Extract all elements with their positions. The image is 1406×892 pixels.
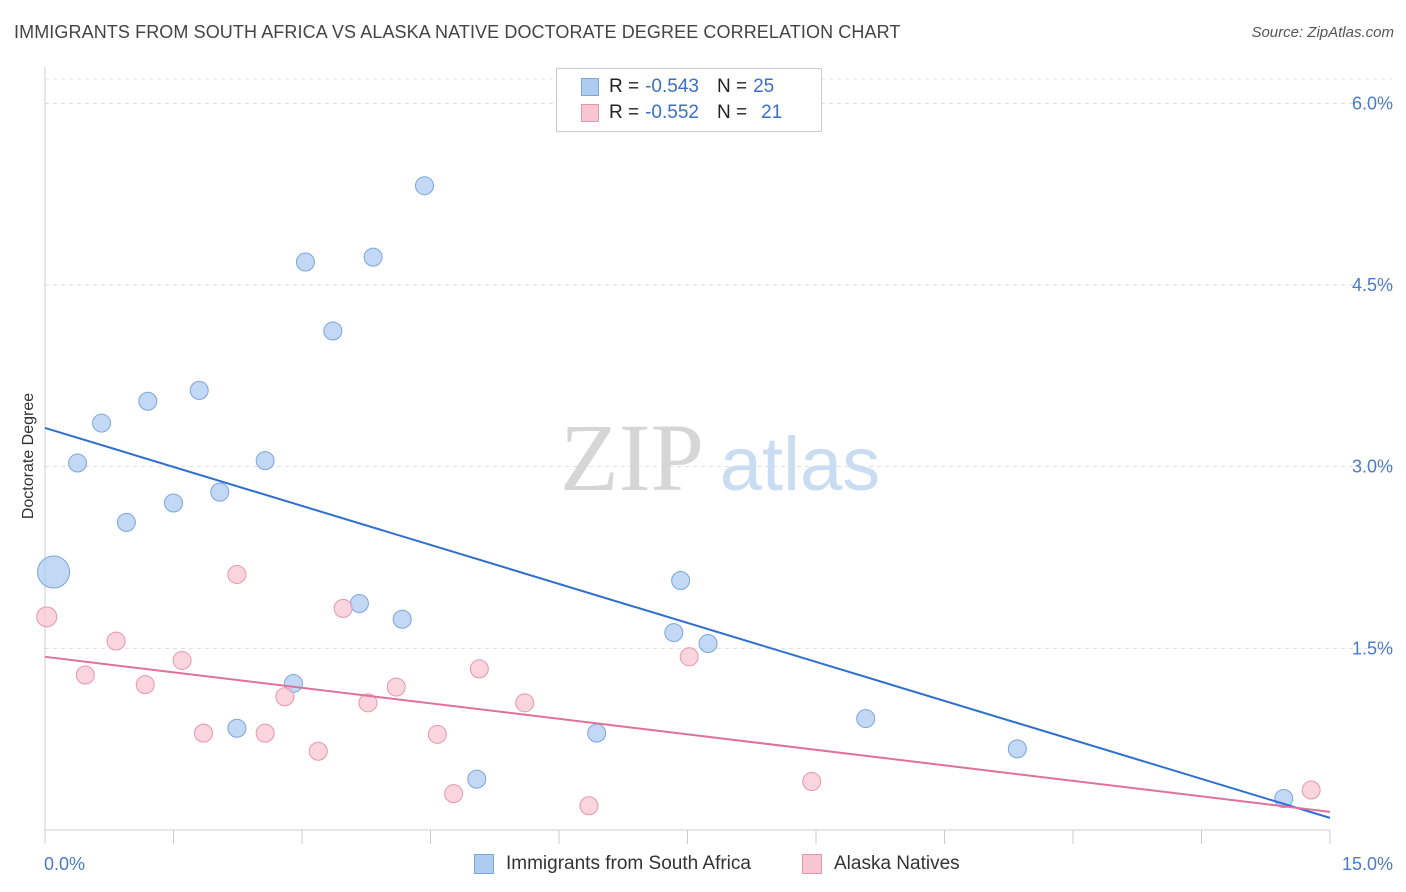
point-alaska-natives bbox=[515, 693, 535, 713]
point-south-africa bbox=[698, 633, 718, 653]
x-tick-label: 0.0% bbox=[44, 854, 85, 874]
legend-r-value: -0.552 bbox=[645, 102, 699, 123]
point-south-africa bbox=[92, 413, 112, 433]
series-swatch-south-africa bbox=[474, 854, 494, 874]
point-south-africa bbox=[295, 252, 315, 272]
y-tick-label: 1.5% bbox=[1352, 638, 1393, 658]
point-south-africa bbox=[363, 247, 383, 267]
point-south-africa bbox=[323, 321, 343, 341]
point-alaska-natives bbox=[275, 687, 295, 707]
series-label-alaska-natives: Alaska Natives bbox=[834, 853, 960, 874]
legend-r-label: R = bbox=[609, 76, 640, 97]
point-alaska-natives bbox=[333, 598, 353, 618]
point-south-africa bbox=[671, 571, 691, 591]
point-alaska-natives bbox=[135, 675, 155, 695]
point-south-africa bbox=[1007, 739, 1027, 759]
legend-n-value: 25 bbox=[753, 76, 775, 97]
y-tick-label: 6.0% bbox=[1352, 93, 1393, 113]
point-south-africa bbox=[189, 380, 209, 400]
point-alaska-natives bbox=[255, 723, 275, 743]
point-south-africa bbox=[392, 609, 412, 629]
point-alaska-natives bbox=[106, 631, 126, 651]
point-alaska-natives bbox=[444, 784, 464, 804]
point-alaska-natives bbox=[386, 677, 406, 697]
source-credit: Source: ZipAtlas.com bbox=[1251, 24, 1394, 41]
point-alaska-natives bbox=[427, 724, 447, 744]
y-tick-label: 3.0% bbox=[1352, 457, 1393, 477]
legend-n-value: 21 bbox=[761, 102, 783, 123]
point-south-africa bbox=[349, 594, 369, 614]
point-alaska-natives bbox=[172, 650, 192, 670]
point-south-africa bbox=[164, 493, 183, 513]
point-alaska-natives bbox=[469, 659, 489, 679]
stats-legend: R = -0.543 N = 25 R = -0.552 N = 21 bbox=[556, 68, 822, 132]
watermark-atlas: atlas bbox=[720, 422, 881, 507]
series-label-south-africa: Immigrants from South Africa bbox=[506, 853, 751, 874]
legend-r-value: -0.543 bbox=[645, 76, 699, 97]
trendline-south-africa bbox=[44, 426, 1331, 819]
point-south-africa bbox=[138, 391, 158, 411]
legend-n-label: N = bbox=[716, 102, 748, 123]
point-south-africa bbox=[587, 723, 607, 743]
legend-row-alaska-natives: R = -0.552 N = 21 bbox=[581, 101, 782, 125]
legend-r-label: R = bbox=[609, 102, 640, 123]
point-south-africa bbox=[227, 718, 247, 738]
point-alaska-natives bbox=[227, 564, 247, 584]
series-legend-alaska-natives: Alaska Natives bbox=[802, 852, 960, 876]
point-alaska-natives bbox=[308, 741, 328, 761]
point-alaska-natives bbox=[579, 796, 599, 816]
y-axis-label: Doctorate Degree bbox=[20, 393, 37, 519]
point-south-africa bbox=[116, 512, 136, 532]
point-south-africa bbox=[210, 482, 230, 502]
point-south-africa bbox=[37, 555, 71, 589]
point-south-africa bbox=[467, 769, 487, 789]
point-alaska-natives bbox=[193, 723, 213, 743]
legend-swatch-south-africa bbox=[581, 78, 599, 96]
watermark-zip: ZIP bbox=[560, 404, 704, 511]
point-alaska-natives bbox=[1301, 780, 1321, 800]
chart-title: IMMIGRANTS FROM SOUTH AFRICA VS ALASKA N… bbox=[14, 22, 901, 42]
point-south-africa bbox=[255, 451, 275, 471]
point-alaska-natives bbox=[358, 693, 378, 713]
point-south-africa bbox=[415, 176, 435, 196]
series-legend-south-africa: Immigrants from South Africa bbox=[474, 852, 751, 876]
point-alaska-natives bbox=[36, 606, 58, 628]
legend-row-south-africa: R = -0.543 N = 25 bbox=[581, 75, 774, 99]
point-south-africa bbox=[664, 623, 684, 643]
point-south-africa bbox=[856, 709, 876, 729]
point-alaska-natives bbox=[802, 772, 822, 792]
point-alaska-natives bbox=[679, 647, 699, 667]
trendline-alaska-natives bbox=[44, 655, 1331, 813]
legend-swatch-alaska-natives bbox=[581, 104, 599, 122]
legend-n-label: N = bbox=[716, 76, 748, 97]
x-tick-label: 15.0% bbox=[1342, 854, 1393, 874]
series-swatch-alaska-natives bbox=[802, 854, 822, 874]
point-alaska-natives bbox=[75, 665, 95, 685]
y-tick-label: 4.5% bbox=[1352, 275, 1393, 295]
point-south-africa bbox=[68, 453, 88, 473]
